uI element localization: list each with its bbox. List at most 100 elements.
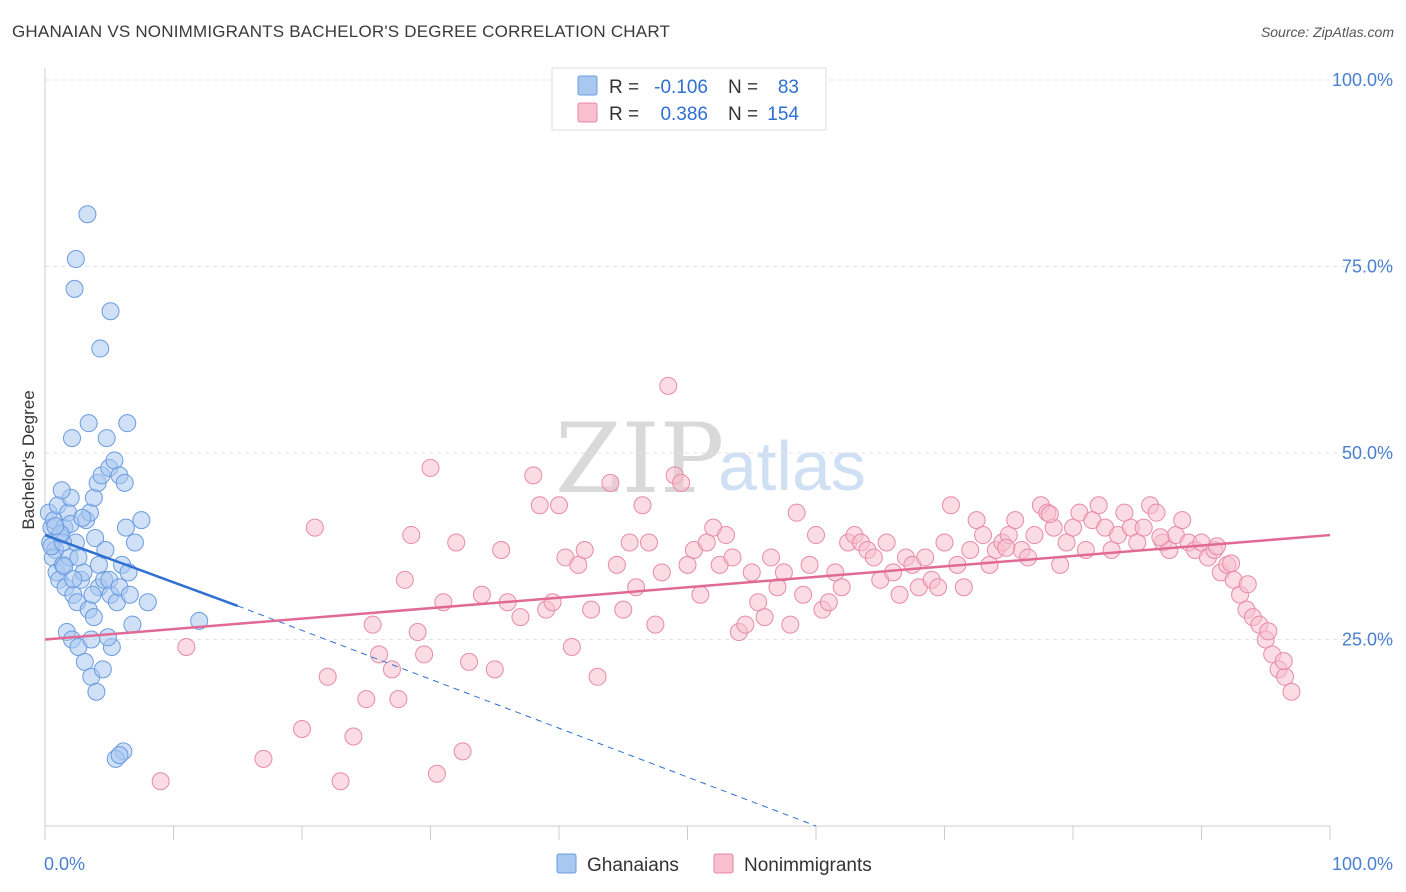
data-point [125, 533, 144, 552]
data-point [305, 518, 324, 537]
data-point [652, 563, 671, 582]
legend-r-label-0: R = [609, 77, 639, 98]
legend-r-value-0: -0.106 [654, 77, 708, 98]
bottom-legend-swatch-nonimmigrants [713, 853, 734, 874]
data-point [807, 526, 825, 545]
data-point [254, 749, 273, 768]
data-point [601, 473, 620, 492]
data-point [293, 720, 311, 739]
data-point [370, 645, 389, 664]
data-point [672, 473, 691, 492]
data-point [82, 630, 101, 649]
data-point [66, 250, 85, 269]
data-point [395, 570, 414, 589]
data-point [967, 511, 986, 530]
data-point [736, 615, 755, 634]
data-point [659, 376, 678, 395]
legend-r-label-1: R = [609, 104, 639, 125]
data-point [997, 538, 1016, 557]
data-point [1115, 503, 1134, 522]
legend-n-value-1: 154 [767, 104, 799, 125]
y-tick-label: 100.0% [1332, 70, 1393, 90]
data-point [318, 667, 337, 686]
y-tick-label: 75.0% [1342, 257, 1393, 277]
data-point [65, 279, 84, 298]
data-point [472, 585, 491, 604]
data-point [755, 608, 774, 627]
data-point [363, 615, 382, 634]
trend-lines [44, 533, 1331, 827]
data-point [453, 742, 472, 761]
data-point [84, 608, 103, 627]
data-point [87, 682, 106, 701]
data-point [460, 652, 479, 671]
data-point [1147, 503, 1166, 522]
data-point [83, 585, 102, 604]
data-point [97, 429, 116, 448]
data-point [974, 526, 993, 545]
bottom-legend-label-nonimmigrants: Nonimmigrants [744, 855, 872, 876]
data-point [116, 518, 135, 537]
data-point [678, 555, 697, 574]
data-point [941, 496, 960, 515]
data-point [93, 660, 112, 679]
data-point [800, 555, 819, 574]
data-point [485, 660, 504, 679]
data-point [582, 600, 601, 619]
data-point [389, 690, 408, 709]
data-point [1134, 518, 1153, 537]
data-point [331, 772, 350, 791]
data-point [1207, 537, 1226, 556]
data-point [55, 557, 74, 576]
data-point [1057, 533, 1076, 552]
y-tick-label: 50.0% [1342, 443, 1393, 463]
data-point [717, 526, 736, 545]
data-point [89, 555, 108, 574]
data-point [575, 540, 594, 559]
data-point [190, 611, 209, 630]
data-point [1274, 652, 1293, 671]
data-point [447, 533, 466, 552]
data-point [115, 473, 134, 492]
watermark-atlas: atlas [718, 427, 866, 505]
data-point [98, 628, 117, 647]
data-point [794, 585, 813, 604]
data-point [929, 578, 948, 597]
data-point [415, 645, 434, 664]
data-point [1151, 528, 1170, 547]
ghanaians-trend-line [44, 533, 239, 608]
data-point [64, 570, 83, 589]
data-point [550, 496, 568, 515]
y-axis-label: Bachelor's Degree [19, 390, 38, 529]
data-point [1238, 575, 1257, 594]
data-point [344, 727, 363, 746]
data-point [75, 652, 94, 671]
data-point [890, 585, 909, 604]
data-point [1173, 511, 1192, 530]
data-point [1064, 518, 1082, 537]
data-point [52, 481, 71, 500]
data-point [980, 555, 999, 574]
legend-box [551, 67, 827, 131]
chart-source: Source: ZipAtlas.com [1260, 24, 1394, 40]
data-point [1222, 554, 1241, 573]
data-point [884, 563, 903, 582]
data-point [1019, 548, 1038, 567]
data-point [697, 533, 716, 552]
data-point [1051, 555, 1070, 574]
watermark-zip: ZIP [555, 403, 724, 515]
legend-swatch-ghanaians [577, 75, 598, 96]
legend-r-value-1: 0.386 [660, 104, 708, 125]
data-point [749, 593, 768, 612]
data-point [781, 615, 800, 634]
data-point [511, 608, 530, 627]
bottom-legend-swatch-ghanaians [556, 853, 577, 874]
data-point [819, 593, 838, 612]
data-point [877, 533, 896, 552]
data-point [1006, 511, 1025, 530]
data-point [1282, 682, 1301, 701]
data-point [138, 593, 157, 612]
data-point [832, 578, 851, 597]
data-point [935, 533, 954, 552]
data-point [1259, 622, 1278, 641]
